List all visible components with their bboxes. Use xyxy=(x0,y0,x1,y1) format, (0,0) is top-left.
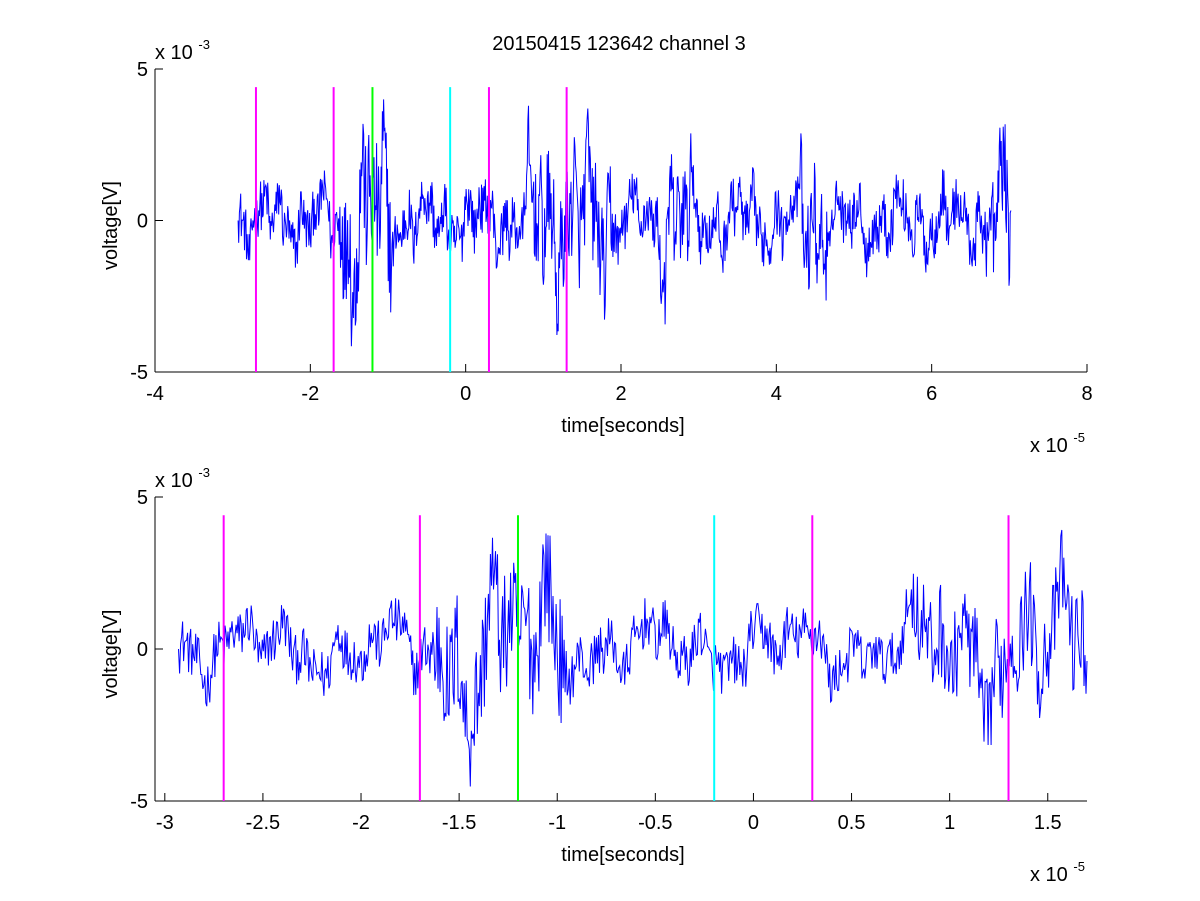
figure-title: 20150415 123642 channel 3 xyxy=(492,33,746,55)
y-axis-label: voltage[V] xyxy=(100,181,122,270)
x-tick-label: -2 xyxy=(301,383,319,405)
x-tick-label: -1 xyxy=(548,812,566,834)
x-tick-label: 4 xyxy=(771,383,782,405)
y-tick-label: 5 xyxy=(137,59,148,81)
x-tick-label: 2 xyxy=(615,383,626,405)
x-tick-label: -2.5 xyxy=(246,812,280,834)
x-tick-label: -0.5 xyxy=(638,812,672,834)
y-tick-label: 0 xyxy=(137,639,148,661)
bottom-subplot: -3 -2.5 -2 -1.5 -1 -0.5 0 0.5 1 1.5 -5 0 5 time[secon… xyxy=(100,465,1088,886)
x-axis-label: time[seconds] xyxy=(561,415,684,437)
y-axis-label: voltage[V] xyxy=(100,610,122,699)
x-tick-label: 1.5 xyxy=(1034,812,1062,834)
y-tick-label: -5 xyxy=(130,362,148,384)
x-tick-label: -3 xyxy=(156,812,174,834)
y-tick-label: -5 xyxy=(130,791,148,813)
x-tick-label: 1 xyxy=(944,812,955,834)
x-tick-label: -1.5 xyxy=(442,812,476,834)
x-tick-label: 6 xyxy=(926,383,937,405)
y-tick-label: 0 xyxy=(137,211,148,233)
x-tick-label: -2 xyxy=(352,812,370,834)
signal-trace xyxy=(237,99,1012,347)
x-tick-label: -4 xyxy=(146,383,164,405)
signal-trace xyxy=(178,529,1088,787)
x-tick-label: 0 xyxy=(460,383,471,405)
x-tick-label: 0.5 xyxy=(838,812,866,834)
x-axis-label: time[seconds] xyxy=(561,844,684,866)
x-tick-label: 8 xyxy=(1081,383,1092,405)
x-tick-label: 0 xyxy=(748,812,759,834)
y-tick-label: 5 xyxy=(137,487,148,509)
